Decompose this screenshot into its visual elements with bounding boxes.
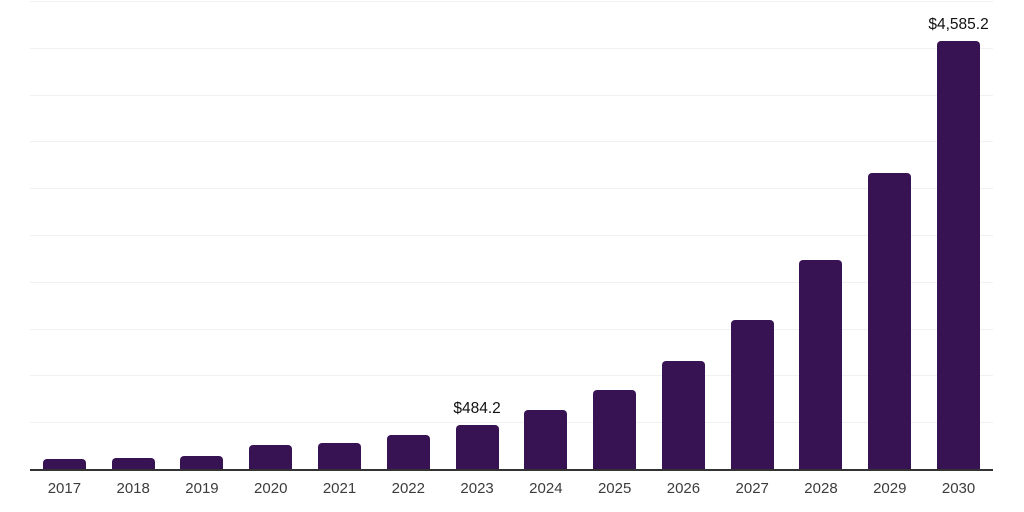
x-tick-label-2019: 2019 bbox=[185, 480, 219, 497]
bar-2021 bbox=[318, 442, 362, 470]
x-tick-label-2022: 2022 bbox=[391, 480, 425, 497]
x-tick-label-2027: 2027 bbox=[735, 480, 769, 497]
x-tick-label-2021: 2021 bbox=[322, 480, 357, 497]
bar-value-label-2030: $4,585.2 bbox=[928, 15, 989, 33]
bar-2020 bbox=[249, 444, 293, 470]
bar-2029 bbox=[868, 172, 912, 470]
gridline-2000 bbox=[30, 281, 993, 283]
x-tick-label-2028: 2028 bbox=[804, 480, 838, 497]
bar-slot-2028 bbox=[787, 2, 856, 470]
x-tick-label-2026: 2026 bbox=[666, 480, 701, 497]
bar-2019 bbox=[180, 456, 224, 470]
bar-2026 bbox=[661, 360, 705, 470]
bar-slot-2017 bbox=[30, 2, 99, 470]
bar-slot-2029 bbox=[855, 2, 924, 470]
x-tick-label-2017: 2017 bbox=[47, 480, 82, 497]
gridline-3500 bbox=[30, 141, 993, 143]
x-tick-label-2018: 2018 bbox=[116, 480, 150, 497]
gridline-4000 bbox=[30, 94, 993, 96]
x-axis-line bbox=[30, 469, 993, 471]
x-tick-label-2023: 2023 bbox=[460, 480, 494, 497]
x-axis-tick-labels: 2017 2018 2019 2020 2021 2022 2023 2024 2025 2026… bbox=[30, 480, 993, 498]
bar-slot-2025 bbox=[580, 2, 649, 470]
bar-2027 bbox=[730, 320, 774, 470]
bar-slot-2030: $4,585.2 bbox=[924, 2, 993, 470]
gridline-5000 bbox=[30, 1, 993, 2]
bar-slot-2022 bbox=[374, 2, 443, 470]
bar-2022 bbox=[386, 435, 430, 470]
bar-value-label-2023: $484.2 bbox=[453, 399, 501, 417]
gridline-500 bbox=[30, 422, 993, 424]
x-tick-label-2029: 2029 bbox=[873, 480, 907, 497]
bars-container: $484.2 $4,585.2 bbox=[30, 2, 993, 470]
x-tick-label-2025: 2025 bbox=[597, 480, 632, 497]
bar-slot-2021 bbox=[305, 2, 374, 470]
bar-slot-2026 bbox=[649, 2, 718, 470]
gridline-1000 bbox=[30, 375, 993, 377]
bar-slot-2018 bbox=[99, 2, 168, 470]
bar-2024 bbox=[524, 410, 568, 470]
x-tick-label-2020: 2020 bbox=[254, 480, 288, 497]
gridline-3000 bbox=[30, 188, 993, 190]
x-tick-label-2030: 2030 bbox=[941, 480, 976, 497]
bar-slot-2027 bbox=[718, 2, 787, 470]
bar-slot-2024 bbox=[511, 2, 580, 470]
plot-area: $484.2 $4,585.2 bbox=[30, 1, 993, 470]
bar-2023 bbox=[455, 424, 499, 470]
gridline-2500 bbox=[30, 235, 993, 236]
x-tick-label-2024: 2024 bbox=[529, 480, 563, 497]
bar-slot-2019 bbox=[168, 2, 237, 470]
gridline-1500 bbox=[30, 328, 993, 330]
gridline-4500 bbox=[30, 47, 993, 49]
bar-2028 bbox=[799, 260, 843, 470]
bar-2018 bbox=[111, 457, 155, 470]
bar-slot-2023: $484.2 bbox=[443, 2, 512, 470]
bar-2030 bbox=[937, 40, 981, 470]
bar-slot-2020 bbox=[236, 2, 305, 470]
bar-2025 bbox=[593, 389, 637, 470]
bar-2017 bbox=[42, 458, 86, 470]
